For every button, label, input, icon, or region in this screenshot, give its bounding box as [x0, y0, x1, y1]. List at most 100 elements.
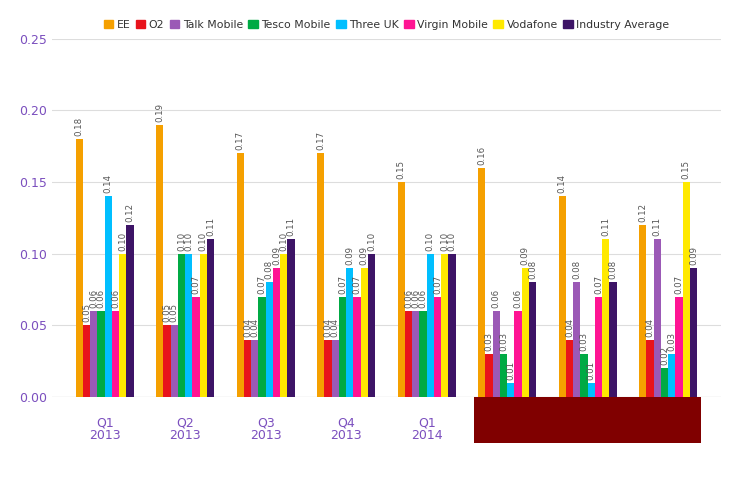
Bar [90, 311, 97, 397]
Bar [427, 254, 434, 397]
Text: 0.10: 0.10 [118, 232, 127, 251]
Bar [251, 340, 258, 397]
Text: 0.12: 0.12 [126, 203, 135, 222]
Text: 0.08: 0.08 [265, 260, 274, 279]
Bar [668, 354, 676, 397]
Text: 0.02: 0.02 [660, 346, 669, 365]
Bar [682, 182, 690, 397]
Text: 0.12: 0.12 [638, 203, 647, 222]
Bar [602, 239, 609, 397]
Text: 0.07: 0.07 [433, 274, 442, 294]
Bar [97, 311, 105, 397]
Bar [83, 325, 90, 397]
Text: 0.01: 0.01 [506, 361, 515, 379]
Text: 2014: 2014 [489, 429, 525, 442]
Text: 0.18: 0.18 [75, 117, 84, 136]
Bar [361, 268, 368, 397]
Bar [514, 311, 522, 397]
Bar [105, 197, 112, 397]
Bar [258, 297, 266, 397]
Bar [76, 139, 83, 397]
Bar [368, 254, 375, 397]
Text: 0.10: 0.10 [199, 232, 208, 251]
Text: 0.07: 0.07 [674, 274, 684, 294]
Text: 0.10: 0.10 [440, 232, 449, 251]
Text: 0.17: 0.17 [236, 131, 245, 151]
Text: 0.08: 0.08 [573, 260, 581, 279]
Bar [127, 225, 134, 397]
Text: 2014: 2014 [411, 429, 442, 442]
Bar [163, 325, 171, 397]
Text: 0.06: 0.06 [411, 289, 420, 308]
Text: Q2: Q2 [498, 417, 517, 430]
Bar [156, 125, 163, 397]
Bar [434, 297, 441, 397]
Bar [287, 239, 294, 397]
Text: 0.09: 0.09 [689, 246, 698, 265]
Text: 0.06: 0.06 [404, 289, 413, 308]
Text: 0.08: 0.08 [609, 260, 618, 279]
Text: 0.03: 0.03 [668, 332, 676, 351]
Text: 0.17: 0.17 [316, 131, 325, 151]
Text: 0.03: 0.03 [579, 332, 589, 351]
Text: 2014: 2014 [651, 429, 686, 442]
Bar [199, 254, 207, 397]
Text: 0.10: 0.10 [279, 232, 289, 251]
Bar [646, 340, 654, 397]
Bar [280, 254, 287, 397]
Legend: EE, O2, Talk Mobile, Tesco Mobile, Three UK, Virgin Mobile, Vodafone, Industry A: EE, O2, Talk Mobile, Tesco Mobile, Three… [99, 15, 673, 34]
Text: 0.07: 0.07 [258, 274, 266, 294]
Bar [581, 354, 587, 397]
Bar [119, 254, 127, 397]
Bar [244, 340, 251, 397]
Text: 0.11: 0.11 [206, 217, 215, 236]
Text: 0.15: 0.15 [397, 160, 406, 179]
Text: 2013: 2013 [89, 429, 121, 442]
Bar [639, 225, 646, 397]
Bar [171, 325, 178, 397]
Text: Q4: Q4 [659, 417, 678, 430]
Text: 0.03: 0.03 [484, 332, 494, 351]
Text: 0.11: 0.11 [286, 217, 296, 236]
Text: Q2: Q2 [177, 417, 194, 430]
Text: Q3: Q3 [578, 417, 598, 430]
Text: 0.14: 0.14 [104, 174, 113, 194]
Bar [346, 268, 353, 397]
Bar [405, 311, 412, 397]
Bar [448, 254, 456, 397]
Text: 0.06: 0.06 [492, 289, 500, 308]
Text: 0.05: 0.05 [82, 303, 91, 322]
Bar [273, 268, 280, 397]
Text: 0.06: 0.06 [111, 289, 120, 308]
Bar [178, 254, 185, 397]
Text: 0.11: 0.11 [653, 217, 662, 236]
Text: 0.09: 0.09 [272, 246, 281, 265]
Bar [559, 197, 566, 397]
Text: 0.10: 0.10 [425, 232, 435, 251]
Text: 0.11: 0.11 [601, 217, 610, 236]
Text: 2013: 2013 [169, 429, 201, 442]
Text: 0.15: 0.15 [682, 160, 691, 179]
Text: 0.04: 0.04 [324, 318, 333, 337]
Text: 0.07: 0.07 [353, 274, 361, 294]
Text: 2013: 2013 [330, 429, 362, 442]
Text: 0.10: 0.10 [367, 232, 376, 251]
Bar [676, 297, 682, 397]
Text: 0.04: 0.04 [243, 318, 252, 337]
Bar [573, 282, 581, 397]
Bar [420, 311, 427, 397]
Text: 0.08: 0.08 [528, 260, 537, 279]
Bar [587, 382, 595, 397]
Bar [325, 340, 332, 397]
Bar [492, 311, 500, 397]
Text: Q3: Q3 [257, 417, 275, 430]
Bar [192, 297, 199, 397]
Text: 0.04: 0.04 [565, 318, 574, 337]
Bar [332, 340, 339, 397]
Bar [654, 239, 661, 397]
Text: 0.04: 0.04 [330, 318, 340, 337]
Text: Q4: Q4 [337, 417, 355, 430]
Bar [441, 254, 448, 397]
Bar [207, 239, 214, 397]
Bar [317, 153, 325, 397]
